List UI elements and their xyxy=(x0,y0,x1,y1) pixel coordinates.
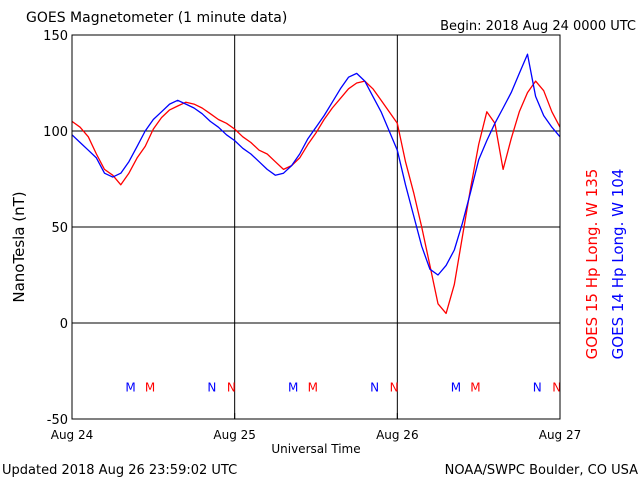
local-time-marker: M xyxy=(308,380,318,394)
series-line-goes14 xyxy=(71,53,561,276)
local-time-marker: N xyxy=(533,380,542,394)
updated-timestamp: Updated 2018 Aug 26 23:59:02 UTC xyxy=(2,463,237,478)
x-tick-label: Aug 25 xyxy=(213,428,256,442)
y-tick-label: -50 xyxy=(47,413,68,428)
y-tick-label: 50 xyxy=(51,221,68,236)
x-tick-label: Aug 27 xyxy=(539,428,582,442)
local-time-marker: M xyxy=(451,380,461,394)
y-axis-ticks: -50 0 50 100 150 xyxy=(43,29,78,428)
series-layer xyxy=(71,53,561,315)
y-axis-label: NanoTesla (nT) xyxy=(10,191,28,302)
local-time-marker: M xyxy=(288,380,298,394)
series-line-goes15 xyxy=(71,80,561,315)
local-time-marker: M xyxy=(470,380,480,394)
local-time-marker: M xyxy=(125,380,135,394)
x-axis-ticks: Aug 24 Aug 25 Aug 26 Aug 27 xyxy=(51,413,582,442)
x-axis-label: Universal Time xyxy=(271,442,360,456)
grid-lines xyxy=(72,35,560,419)
x-tick-label: Aug 26 xyxy=(376,428,419,442)
legend-goes14: GOES 14 Hp Long. W 104 xyxy=(609,169,627,360)
legend-goes15: GOES 15 Hp Long. W 135 xyxy=(583,169,601,360)
source-credit: NOAA/SWPC Boulder, CO USA xyxy=(445,463,638,478)
y-tick-label: 0 xyxy=(60,317,68,332)
local-time-marker: N xyxy=(227,380,236,394)
local-time-marker: N xyxy=(207,380,216,394)
y-tick-label: 100 xyxy=(43,125,68,140)
chart-title: GOES Magnetometer (1 minute data) xyxy=(26,10,287,26)
local-time-marker: N xyxy=(552,380,561,394)
local-time-marker: N xyxy=(370,380,379,394)
local-time-marker: N xyxy=(390,380,399,394)
begin-time-label: Begin: 2018 Aug 24 0000 UTC xyxy=(440,19,636,34)
local-time-marker: M xyxy=(145,380,155,394)
x-tick-label: Aug 24 xyxy=(51,428,94,442)
y-tick-label: 150 xyxy=(43,29,68,44)
